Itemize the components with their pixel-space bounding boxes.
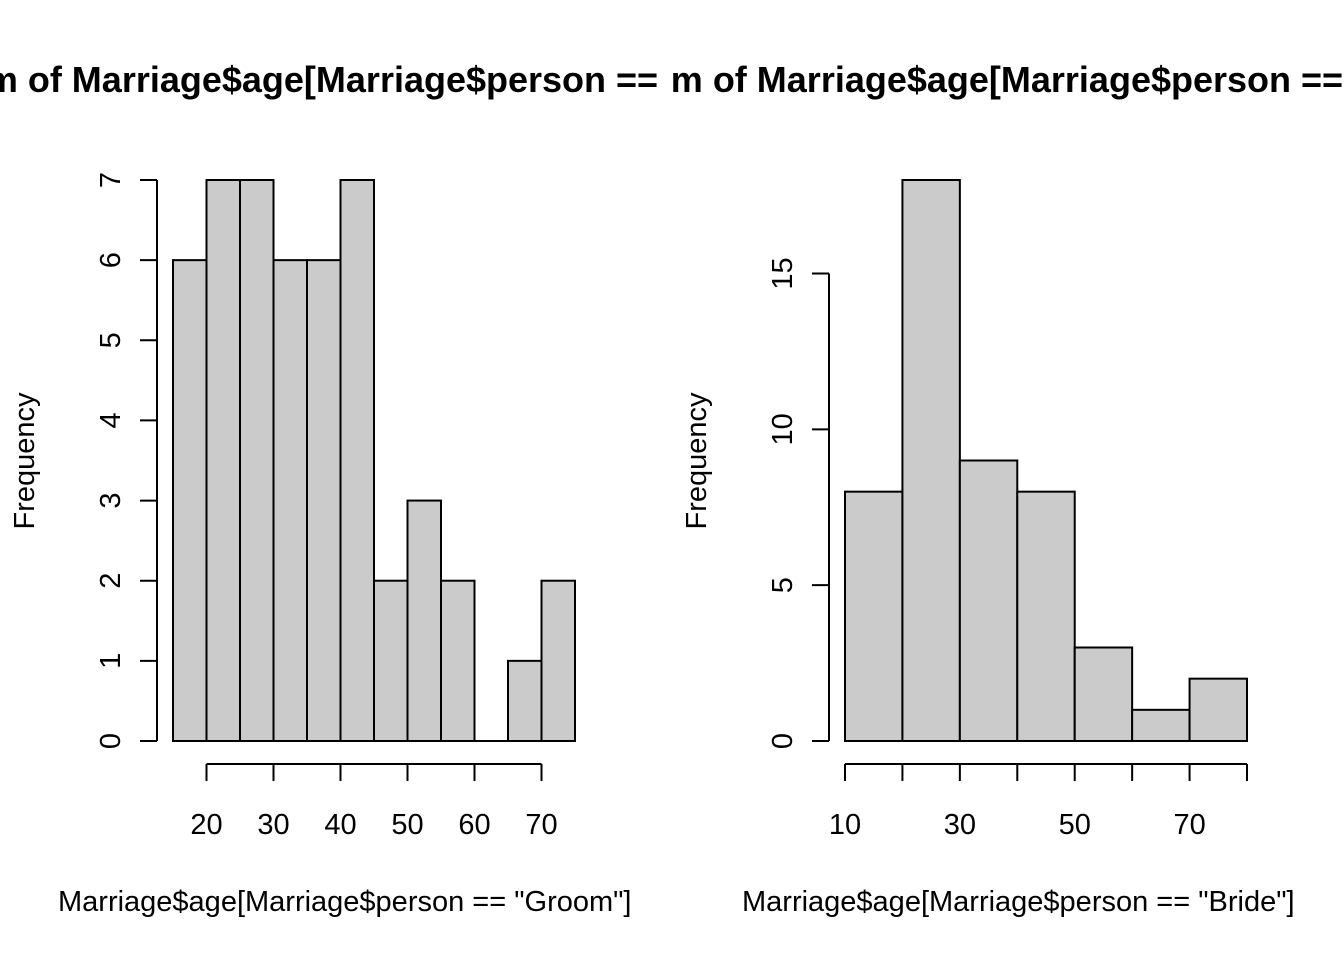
bride-x-tick-label: 30	[944, 809, 976, 841]
bride-bars	[844, 179, 1248, 743]
groom-bar	[205, 179, 241, 742]
bride-bar	[1073, 646, 1134, 742]
bride-chart-title: Histogram of Marriage$age[Marriage$perso…	[525, 59, 1344, 100]
groom-y-tick-label: 0	[95, 733, 127, 749]
groom-y-tick-label: 4	[95, 412, 127, 428]
bride-y-axis-label: Frequency	[681, 392, 713, 530]
groom-chart-title: Histogram of Marriage$age[Marriage$perso…	[0, 59, 832, 100]
bride-histogram-panel: Histogram of Marriage$age[Marriage$perso…	[525, 59, 1344, 918]
groom-bar	[239, 179, 275, 742]
groom-bar	[306, 259, 342, 742]
bride-bar	[901, 179, 961, 742]
groom-bar	[272, 259, 308, 742]
bride-bar	[1188, 677, 1248, 743]
groom-y-axis-label: Frequency	[9, 392, 41, 530]
groom-x-tick-label: 70	[525, 809, 557, 841]
groom-bar	[406, 499, 442, 743]
groom-x-axis-label: Marriage$age[Marriage$person == "Groom"]	[58, 886, 632, 918]
bride-bar	[958, 459, 1019, 742]
groom-y-tick-label: 2	[95, 573, 127, 589]
groom-bars	[172, 179, 576, 743]
groom-y-tick-label: 3	[95, 493, 127, 509]
groom-y-tick-label: 1	[95, 653, 127, 669]
groom-x-tick-label: 20	[190, 809, 222, 841]
bride-y-tick-label: 5	[767, 577, 799, 593]
bride-y-tick-label: 15	[767, 257, 799, 289]
bride-x-tick-label: 10	[829, 809, 861, 841]
groom-histogram-panel: Histogram of Marriage$age[Marriage$perso…	[0, 59, 832, 918]
bride-bar	[844, 490, 904, 742]
groom-bar	[172, 259, 208, 742]
bride-x-tick-label: 50	[1059, 809, 1091, 841]
groom-x-tick-label: 50	[391, 809, 423, 841]
groom-bar	[339, 179, 375, 742]
groom-y-tick-label: 5	[95, 332, 127, 348]
bride-y-axis: 0 5 10 15	[767, 257, 830, 749]
groom-bar	[540, 579, 576, 743]
groom-y-axis: 0 1 2 3 4 5 6 7	[95, 172, 158, 749]
groom-x-tick-label: 40	[324, 809, 356, 841]
bride-bar	[1016, 490, 1076, 742]
groom-y-tick-label: 7	[95, 172, 127, 188]
bride-x-axis: 10 30 50 70	[829, 763, 1248, 841]
bride-x-tick-label: 70	[1173, 809, 1205, 841]
groom-y-tick-label: 6	[95, 252, 127, 268]
bride-x-axis-label: Marriage$age[Marriage$person == "Bride"]	[742, 886, 1295, 918]
bride-y-tick-label: 0	[767, 733, 799, 749]
groom-bar	[507, 659, 543, 742]
groom-bar	[440, 579, 476, 743]
bride-bar	[1131, 708, 1191, 742]
groom-bar	[373, 579, 409, 743]
bride-y-tick-label: 10	[767, 413, 799, 445]
groom-x-axis: 20 30 40 50 60 70	[190, 763, 558, 841]
groom-x-tick-label: 30	[257, 809, 289, 841]
groom-x-tick-label: 60	[458, 809, 490, 841]
